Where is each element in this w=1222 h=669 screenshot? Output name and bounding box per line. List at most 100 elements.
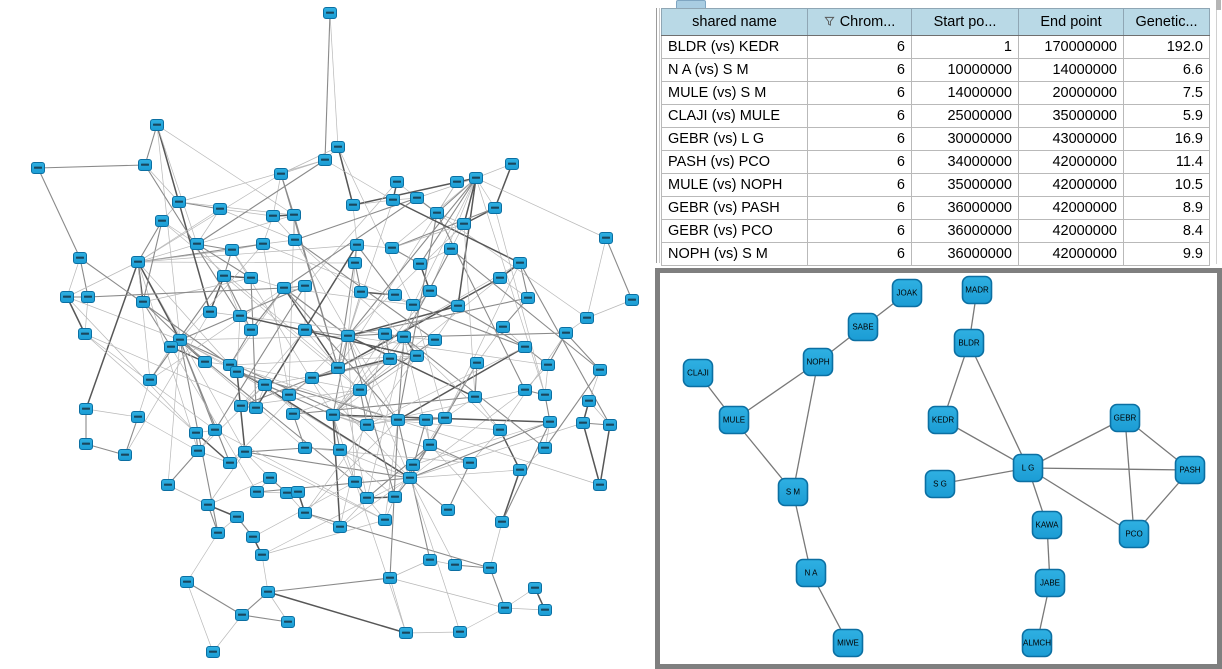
cell-shared-name[interactable]: GEBR (vs) L G (661, 127, 808, 151)
cell-end-point[interactable]: 42000000 (1018, 150, 1124, 174)
cell-genetic[interactable]: 9.9 (1123, 242, 1210, 266)
cell-start-point[interactable]: 30000000 (911, 127, 1019, 151)
detail-network-canvas[interactable]: JOAK MADR SABE NOPH BLDR CLAJI KEDR MULE GEBR L G… (660, 273, 1217, 664)
network-edge[interactable] (1027, 417, 1126, 469)
cell-shared-name[interactable]: PASH (vs) PCO (661, 150, 808, 174)
cell-shared-name[interactable]: NOPH (vs) S M (661, 242, 808, 266)
column-header-end-point[interactable]: End point (1018, 8, 1124, 36)
cell-end-point[interactable]: 42000000 (1018, 219, 1124, 243)
cell-end-point[interactable]: 42000000 (1018, 173, 1124, 197)
network-node-madr[interactable]: MADR (961, 275, 993, 305)
network-node-s-m[interactable]: S M (777, 477, 809, 507)
table-row[interactable]: GEBR (vs) PCO 6 36000000 42000000 8.4 (661, 219, 1210, 243)
scrollbar-thumb[interactable] (1216, 0, 1221, 10)
table-row[interactable]: PASH (vs) PCO 6 34000000 42000000 11.4 (661, 150, 1210, 174)
network-node-jabe[interactable]: JABE (1034, 568, 1066, 598)
cell-chromosome[interactable]: 6 (807, 104, 912, 128)
cell-shared-name[interactable]: GEBR (vs) PASH (661, 196, 808, 220)
network-node-noph[interactable]: NOPH (802, 347, 834, 377)
cell-chromosome[interactable]: 6 (807, 81, 912, 105)
cell-genetic[interactable]: 5.9 (1123, 104, 1210, 128)
cell-chromosome[interactable]: 6 (807, 127, 912, 151)
network-node-gebr[interactable]: GEBR (1109, 403, 1141, 433)
table-row[interactable]: CLAJI (vs) MULE 6 25000000 35000000 5.9 (661, 104, 1210, 128)
cell-genetic[interactable]: 11.4 (1123, 150, 1210, 174)
network-edge[interactable] (968, 342, 1029, 469)
cell-chromosome[interactable]: 6 (807, 173, 912, 197)
network-node-s-g[interactable]: S G (924, 469, 956, 499)
network-node-l-g[interactable]: L G (1012, 453, 1044, 483)
cell-genetic[interactable]: 16.9 (1123, 127, 1210, 151)
cell-chromosome[interactable]: 6 (807, 196, 912, 220)
column-header-genetic[interactable]: Genetic... (1123, 8, 1210, 36)
column-header-start-point[interactable]: Start po... (911, 8, 1019, 36)
network-node-claji[interactable]: CLAJI (682, 358, 714, 388)
network-edge[interactable] (1124, 417, 1135, 535)
cell-start-point[interactable]: 36000000 (911, 242, 1019, 266)
cell-chromosome[interactable]: 6 (807, 219, 912, 243)
detail-network-panel[interactable]: JOAK MADR SABE NOPH BLDR CLAJI KEDR MULE GEBR L G… (655, 268, 1222, 669)
cell-end-point[interactable]: 42000000 (1018, 196, 1124, 220)
column-header-chromosome[interactable]: Chrom... (807, 8, 912, 36)
table-row[interactable]: BLDR (vs) KEDR 6 1 170000000 192.0 (661, 35, 1210, 59)
network-node-bldr[interactable]: BLDR (953, 328, 985, 358)
cell-start-point[interactable]: 10000000 (911, 58, 1019, 82)
cell-shared-name[interactable]: CLAJI (vs) MULE (661, 104, 808, 128)
cell-end-point[interactable]: 20000000 (1018, 81, 1124, 105)
cell-start-point[interactable]: 34000000 (911, 150, 1019, 174)
network-node-pash[interactable]: PASH (1174, 455, 1206, 485)
cell-chromosome[interactable]: 6 (807, 58, 912, 82)
table-row[interactable]: GEBR (vs) PASH 6 36000000 42000000 8.9 (661, 196, 1210, 220)
table-row[interactable]: GEBR (vs) L G 6 30000000 43000000 16.9 (661, 127, 1210, 151)
cell-start-point[interactable]: 36000000 (911, 219, 1019, 243)
table-row[interactable]: N A (vs) S M 6 10000000 14000000 6.6 (661, 58, 1210, 82)
cell-start-point[interactable]: 36000000 (911, 196, 1019, 220)
network-node-mule[interactable]: MULE (718, 405, 750, 435)
cell-genetic[interactable]: 8.9 (1123, 196, 1210, 220)
cell-start-point[interactable]: 1 (911, 35, 1019, 59)
cell-genetic[interactable]: 6.6 (1123, 58, 1210, 82)
cell-shared-name[interactable]: BLDR (vs) KEDR (661, 35, 808, 59)
network-node-sabe[interactable]: SABE (847, 312, 879, 342)
cell-shared-name[interactable]: MULE (vs) NOPH (661, 173, 808, 197)
network-node-miwe[interactable]: MIWE (832, 628, 864, 658)
cell-start-point[interactable]: 14000000 (911, 81, 1019, 105)
cell-genetic[interactable]: 7.5 (1123, 81, 1210, 105)
node-label-smudge (201, 360, 209, 363)
table-row[interactable]: MULE (vs) S M 6 14000000 20000000 7.5 (661, 81, 1210, 105)
cell-genetic[interactable]: 10.5 (1123, 173, 1210, 197)
table-row[interactable]: NOPH (vs) S M 6 36000000 42000000 9.9 (661, 242, 1210, 266)
cell-start-point[interactable]: 25000000 (911, 104, 1019, 128)
scrollbar-track[interactable] (1216, 0, 1222, 264)
cell-chromosome[interactable]: 6 (807, 150, 912, 174)
network-node-almch[interactable]: ALMCH (1021, 628, 1053, 658)
table-row[interactable]: MULE (vs) NOPH 6 35000000 42000000 10.5 (661, 173, 1210, 197)
cell-genetic[interactable]: 8.4 (1123, 219, 1210, 243)
network-node-kawa[interactable]: KAWA (1031, 510, 1063, 540)
network-node-n-a[interactable]: N A (795, 558, 827, 588)
cell-chromosome[interactable]: 6 (807, 242, 912, 266)
network-node-kedr[interactable]: KEDR (927, 405, 959, 435)
cell-shared-name[interactable]: MULE (vs) S M (661, 81, 808, 105)
column-header-shared-name[interactable]: shared name (661, 8, 808, 36)
filter-icon[interactable] (824, 15, 835, 31)
cell-shared-name[interactable]: N A (vs) S M (661, 58, 808, 82)
network-edge[interactable] (792, 361, 819, 493)
network-node-joak[interactable]: JOAK (891, 278, 923, 308)
cell-genetic[interactable]: 192.0 (1123, 35, 1210, 59)
network-node-pco[interactable]: PCO (1118, 519, 1150, 549)
cell-end-point[interactable]: 43000000 (1018, 127, 1124, 151)
main-network-panel[interactable] (0, 0, 655, 669)
cell-end-point[interactable]: 35000000 (1018, 104, 1124, 128)
network-edge[interactable] (1027, 467, 1135, 535)
main-network-canvas[interactable] (0, 0, 655, 669)
cell-end-point[interactable]: 42000000 (1018, 242, 1124, 266)
cell-end-point[interactable]: 14000000 (1018, 58, 1124, 82)
cell-shared-name[interactable]: GEBR (vs) PCO (661, 219, 808, 243)
cell-chromosome[interactable]: 6 (807, 35, 912, 59)
network-edge[interactable] (1027, 467, 1191, 471)
edge-table[interactable]: shared name Chrom... Start po... End p (661, 8, 1210, 266)
cell-end-point[interactable]: 170000000 (1018, 35, 1124, 59)
cell-start-point[interactable]: 35000000 (911, 173, 1019, 197)
